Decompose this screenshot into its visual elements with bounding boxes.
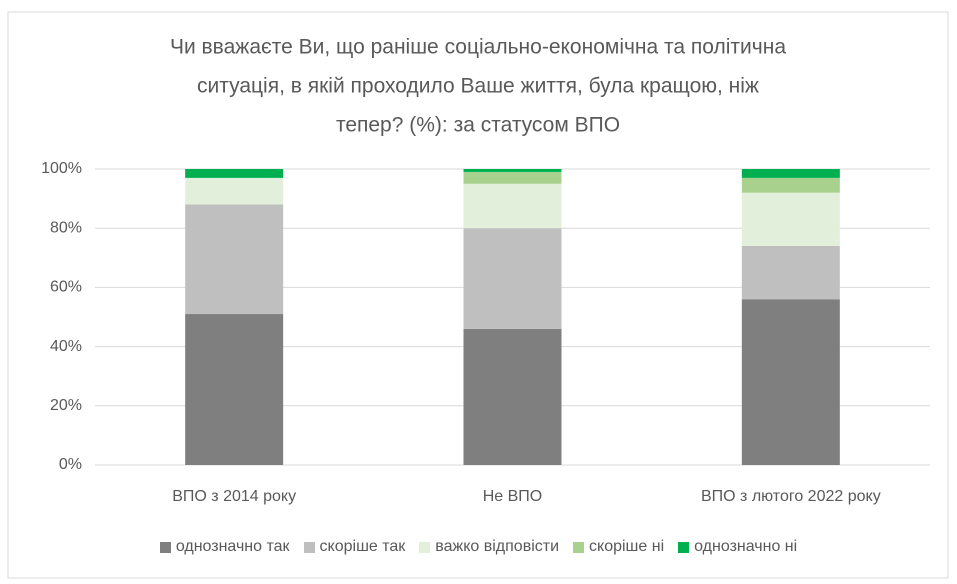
- x-tick-label: Не ВПО: [483, 488, 543, 505]
- bar-segment: [463, 171, 562, 184]
- legend-swatch: [159, 541, 171, 553]
- bar-segment: [185, 204, 284, 315]
- legend-label: скоріше ні: [589, 538, 665, 555]
- legend-label: однозначно ні: [694, 538, 798, 555]
- legend-item: скоріше так: [303, 538, 406, 556]
- legend: однозначно так скоріше так важко відповіст…: [0, 538, 957, 556]
- legend-label: важко відповісти: [435, 538, 560, 555]
- bar-segment: [185, 177, 284, 205]
- chart-title: ситуація, в якій проходило Ваше життя, б…: [197, 75, 759, 98]
- chart-title: тепер? (%): за статусом ВПО: [336, 114, 620, 137]
- legend-item: однозначно так: [159, 538, 290, 556]
- bar-segment: [463, 228, 562, 329]
- bar-segment: [741, 245, 840, 300]
- y-tick-label: 20%: [50, 397, 82, 414]
- legend-label: однозначно так: [175, 538, 290, 555]
- y-tick-label: 60%: [50, 279, 82, 296]
- bar-segment: [463, 328, 562, 465]
- y-tick-label: 80%: [50, 219, 82, 236]
- bar-segment: [741, 177, 840, 193]
- legend-swatch: [573, 541, 585, 553]
- legend-label: скоріше так: [319, 538, 406, 555]
- bar-segment: [185, 169, 284, 178]
- legend-item: важко відповісти: [419, 538, 559, 556]
- x-tick-label: ВПО з 2014 року: [172, 488, 296, 505]
- bar-segment: [741, 299, 840, 465]
- bar-segment: [463, 169, 562, 172]
- legend-item: однозначно ні: [678, 538, 797, 556]
- y-tick-label: 100%: [41, 160, 82, 177]
- legend-swatch: [419, 541, 431, 553]
- y-tick-label: 0%: [59, 456, 82, 473]
- legend-item: скоріше ні: [573, 538, 664, 556]
- chart-title: Чи вважаєте Ви, що раніше соціально-екон…: [170, 36, 786, 59]
- bar-segment: [463, 183, 562, 229]
- bar-segment: [741, 192, 840, 246]
- y-tick-label: 40%: [50, 338, 82, 355]
- bar-segment: [741, 169, 840, 178]
- legend-swatch: [678, 541, 690, 553]
- bar-segment: [185, 314, 284, 465]
- x-tick-label: ВПО з лютого 2022 року: [701, 488, 881, 505]
- legend-swatch: [303, 541, 315, 553]
